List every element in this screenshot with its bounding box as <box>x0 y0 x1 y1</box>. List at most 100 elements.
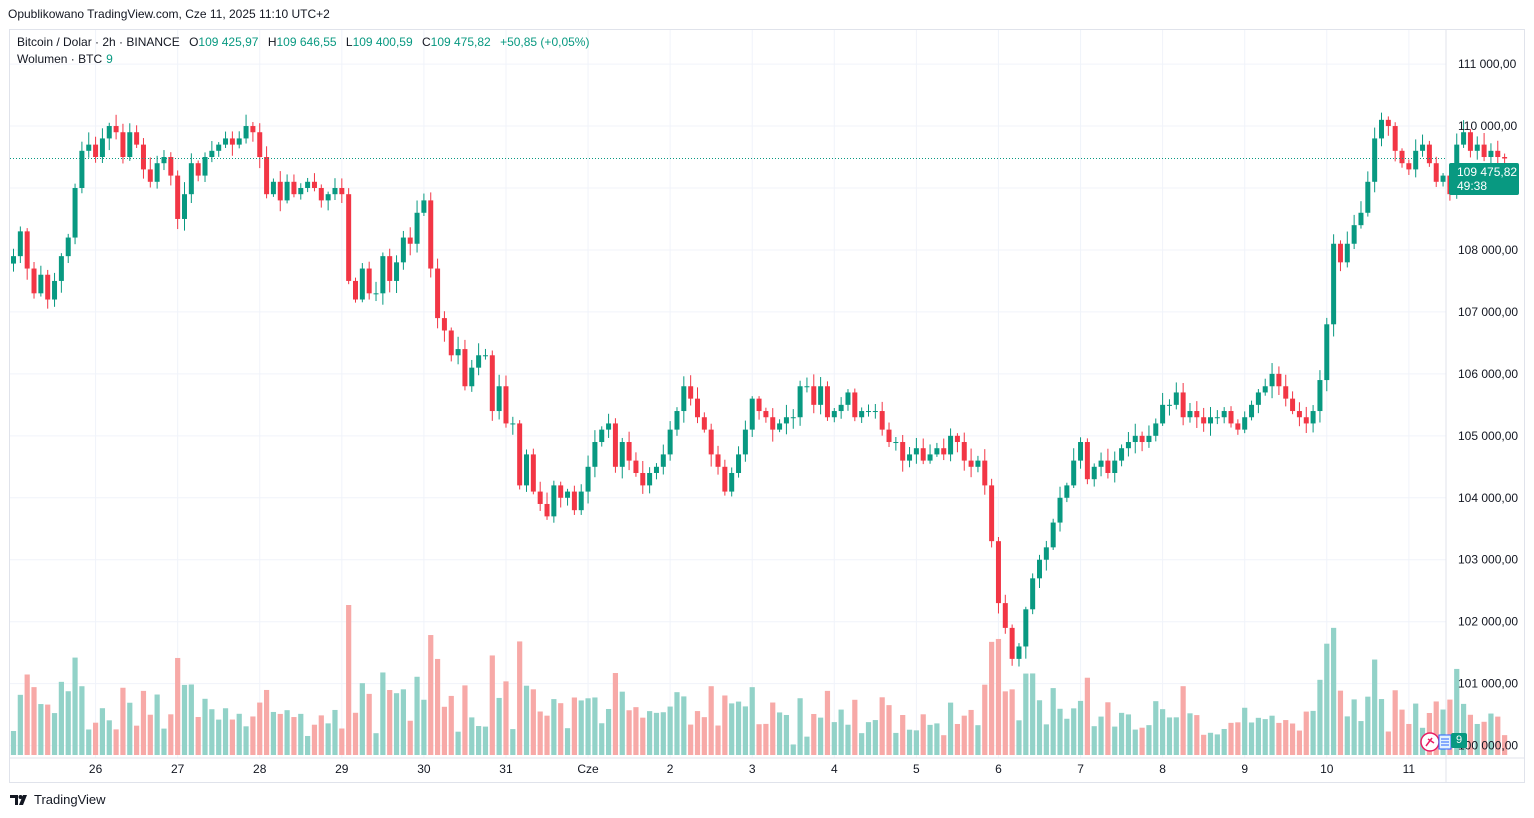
candle-body <box>400 237 406 263</box>
candle-body <box>366 268 372 294</box>
candle-body <box>1269 373 1275 387</box>
volume-bar <box>1043 724 1049 755</box>
candle-body <box>1187 411 1193 418</box>
volume-badge: 9 <box>1451 733 1467 748</box>
time-tick-label: 29 <box>335 762 349 776</box>
volume-bar <box>982 684 988 755</box>
candle-body <box>524 454 529 486</box>
last-price-badge: 109 475,82 49:38 <box>1449 163 1519 195</box>
volume-bar <box>305 735 311 755</box>
candle-body <box>1303 417 1309 424</box>
candle-body <box>1180 392 1186 418</box>
volume-bar <box>393 693 400 755</box>
volume-bar <box>400 689 406 755</box>
volume-bar <box>1413 703 1419 755</box>
candle-body <box>1173 392 1179 405</box>
volume-bar <box>694 711 701 755</box>
candle-body <box>147 169 153 182</box>
time-axis: 26 27 28 29 30 31 Cze 2 3 4 5 6 7 8 9 10 11 <box>10 757 1524 776</box>
volume-bar <box>934 723 940 755</box>
volume-bar <box>619 691 625 755</box>
volume-bar <box>961 715 967 755</box>
volume-bar <box>900 715 906 755</box>
volume-bar <box>1454 668 1460 755</box>
volume-bar <box>1221 728 1227 755</box>
candle-body <box>455 349 461 356</box>
candle-body <box>777 423 783 430</box>
candle-body <box>920 448 926 461</box>
volume-bar <box>318 715 324 755</box>
volume-bar <box>387 690 393 755</box>
volume-bar <box>17 694 23 755</box>
volume-bar <box>1077 700 1084 755</box>
candle-body <box>701 417 707 430</box>
volume-bar <box>729 703 735 755</box>
candle-body <box>86 144 92 151</box>
volume-bar <box>886 705 892 755</box>
candle-body <box>1242 417 1248 430</box>
candle-body <box>749 398 755 430</box>
candle-body <box>941 448 947 455</box>
candle-body <box>298 187 304 195</box>
volume-bar <box>1160 709 1166 755</box>
volume-bar <box>1406 723 1412 755</box>
candle-body <box>1324 324 1330 381</box>
volume-bar <box>1036 700 1043 755</box>
volume-bar <box>1166 717 1173 755</box>
volume-bar <box>45 704 51 755</box>
volume-bar <box>674 692 680 755</box>
time-tick-label: 7 <box>1077 762 1084 776</box>
flag-icon[interactable] <box>1419 731 1453 753</box>
candle-body <box>1440 175 1446 182</box>
volume-bar <box>1378 699 1385 755</box>
ohlc-legend: Bitcoin / Dolar · 2h · BINANCE O109 425,… <box>17 35 589 49</box>
candle-body <box>1406 163 1412 170</box>
candle-body <box>1160 404 1166 424</box>
volume-bar <box>325 723 331 755</box>
candle-body <box>380 256 386 294</box>
volume-bar <box>1502 735 1508 755</box>
volume-bar <box>790 744 796 755</box>
candle-body <box>667 429 673 455</box>
time-tick-label: 26 <box>89 762 103 776</box>
candle-body <box>900 442 906 461</box>
volume-bar <box>1112 726 1118 755</box>
volume-bar <box>181 684 188 755</box>
candle-body <box>571 491 577 511</box>
volume-bar <box>968 709 974 755</box>
volume-bar <box>161 728 167 755</box>
candle-body <box>1283 386 1289 399</box>
candle-body <box>1078 442 1084 461</box>
volume-bar <box>1276 722 1282 755</box>
volume-bar <box>1337 690 1344 755</box>
candle-body <box>305 181 311 188</box>
candle-body <box>11 256 16 264</box>
volume-bar <box>106 720 112 755</box>
volume-bar <box>1105 702 1111 755</box>
volume-bar <box>1440 709 1446 755</box>
volume-bar <box>1228 722 1234 755</box>
candle-body <box>1037 559 1042 579</box>
volume-bar <box>605 708 612 755</box>
candle-body <box>209 150 215 158</box>
footer: TradingView <box>10 792 106 807</box>
time-tick-label: 31 <box>499 762 513 776</box>
volume-bar <box>359 683 365 755</box>
price-tick-label: 102 000,00 <box>1458 615 1518 629</box>
volume-bar <box>489 655 495 755</box>
candle-body <box>1502 157 1508 159</box>
volume-bar <box>838 709 844 755</box>
volume-bar <box>859 733 865 755</box>
candle-body <box>797 386 803 418</box>
bar-countdown: 49:38 <box>1457 179 1488 193</box>
volume-bar <box>120 687 126 755</box>
time-tick-label: 10 <box>1320 762 1334 776</box>
candle-body <box>65 237 71 257</box>
candle-body <box>414 212 420 244</box>
volume-bar <box>1310 710 1316 755</box>
volume-bar <box>715 725 721 755</box>
volume-bar <box>1050 688 1056 755</box>
candle-body <box>592 442 598 467</box>
candle-body <box>270 181 276 195</box>
